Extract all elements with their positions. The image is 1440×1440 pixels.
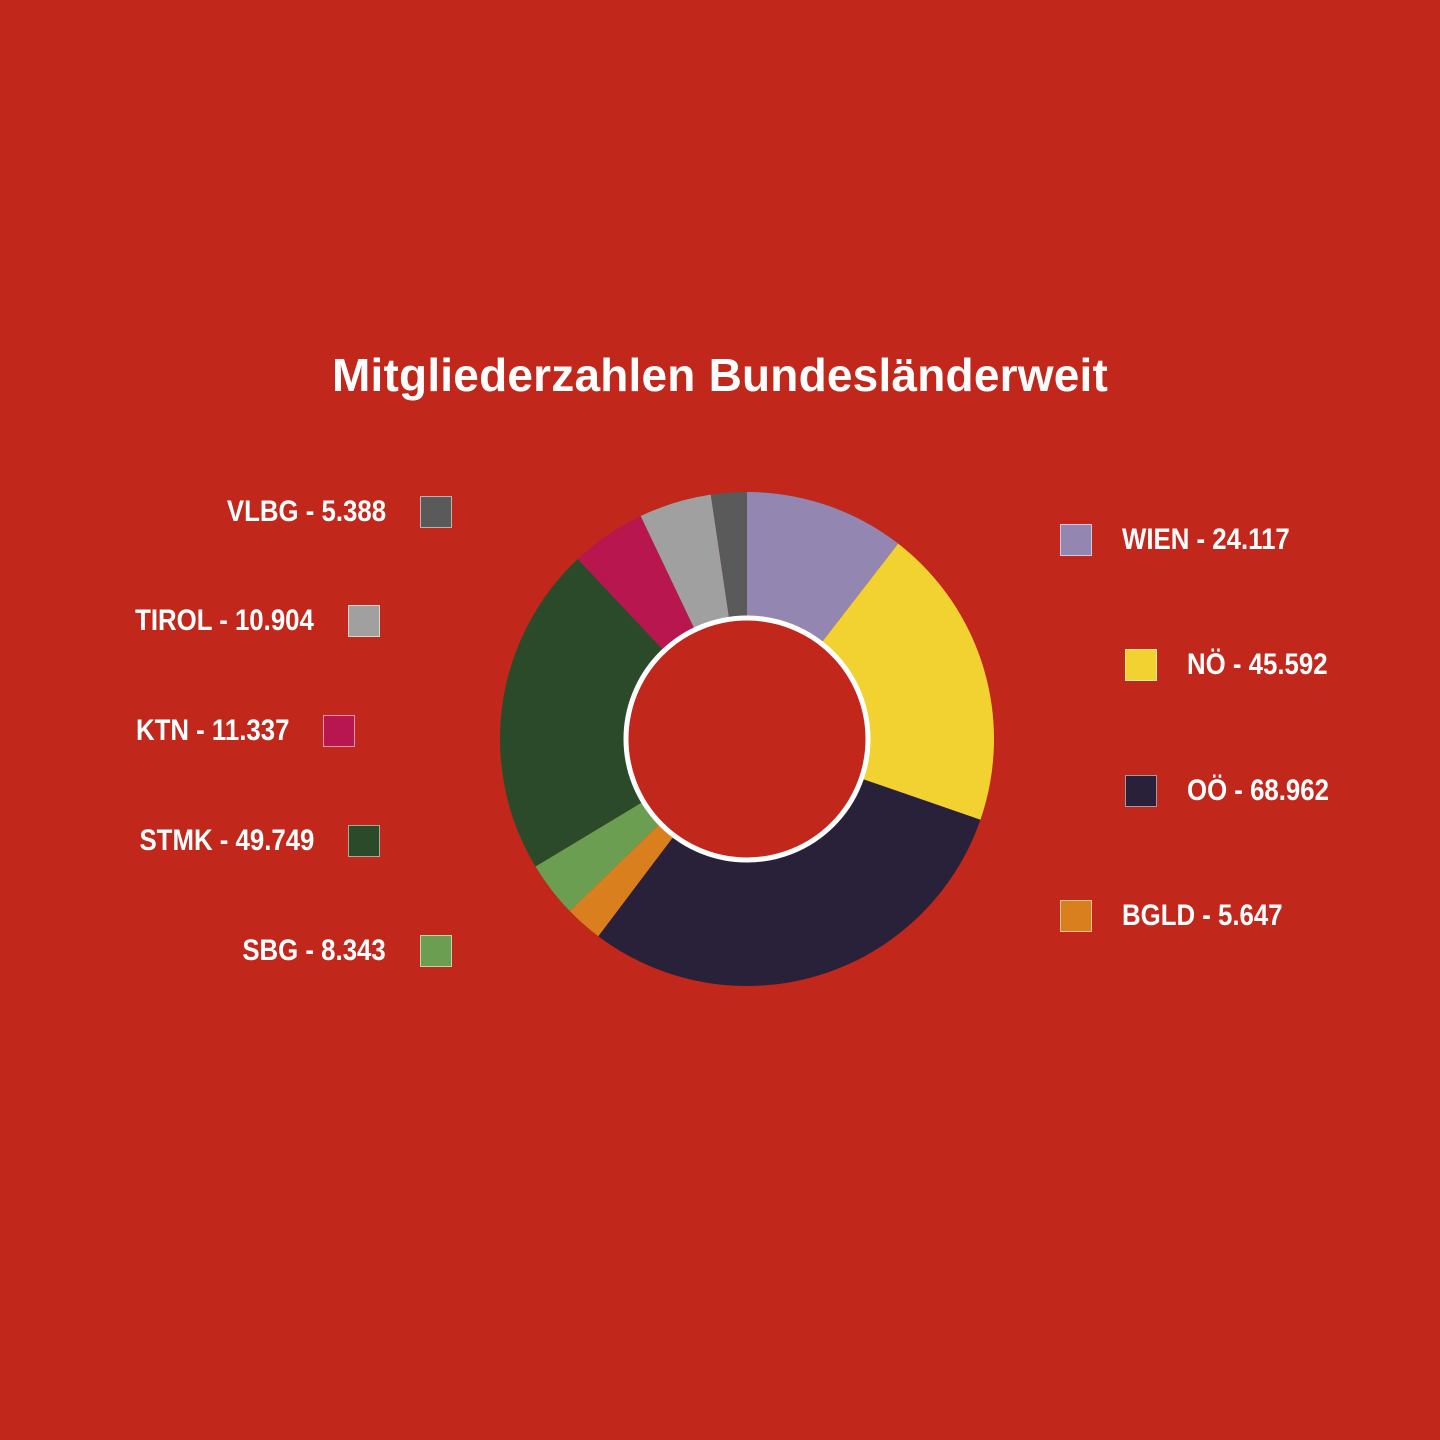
donut-slice-stmk <box>500 559 663 867</box>
donut-slice-wien <box>747 492 899 642</box>
legend-swatch-stmk <box>348 825 380 857</box>
donut-slice-noe <box>822 543 994 820</box>
legend-label-ktn: KTN - 11.337 <box>135 714 289 747</box>
legend-swatch-sbg <box>420 935 452 967</box>
legend-label-wien: WIEN - 24.117 <box>1122 523 1290 556</box>
chart-title: Mitgliederzahlen Bundesländerweit <box>332 349 1108 401</box>
legend-label-ooe: OÖ - 68.962 <box>1187 774 1329 807</box>
legend-label-sbg: SBG - 8.343 <box>242 934 386 967</box>
legend-item-bgld: BGLD - 5.647 <box>1060 899 1309 933</box>
legend-swatch-wien <box>1060 524 1092 556</box>
donut-slice-vlbg <box>710 492 747 618</box>
legend-item-ooe: OÖ - 68.962 <box>1125 774 1352 808</box>
legend-label-vlbg: VLBG - 5.388 <box>226 495 386 528</box>
legend-item-vlbg: VLBG - 5.388 <box>201 495 452 529</box>
donut-slice-ktn <box>577 516 695 650</box>
donut-slice-tirol <box>640 494 729 628</box>
donut-slice-ooe <box>598 779 981 987</box>
legend-label-noe: NÖ - 45.592 <box>1187 648 1328 681</box>
legend-label-bgld: BGLD - 5.647 <box>1122 899 1283 932</box>
legend-label-stmk: STMK - 49.749 <box>139 824 314 857</box>
legend-swatch-tirol <box>348 605 380 637</box>
donut-hole <box>623 615 871 863</box>
legend-swatch-vlbg <box>420 496 452 528</box>
legend-item-noe: NÖ - 45.592 <box>1125 648 1350 682</box>
legend-swatch-ktn <box>323 715 355 747</box>
legend-item-stmk: STMK - 49.749 <box>111 824 380 858</box>
legend-swatch-noe <box>1125 649 1157 681</box>
legend-item-sbg: SBG - 8.343 <box>219 934 452 968</box>
legend-label-tirol: TIROL - 10.904 <box>135 604 314 637</box>
legend-item-tirol: TIROL - 10.904 <box>106 604 380 638</box>
legend-swatch-ooe <box>1125 775 1157 807</box>
legend-item-ktn: KTN - 11.337 <box>111 714 355 748</box>
donut-slice-sbg <box>535 802 659 912</box>
legend-item-wien: WIEN - 24.117 <box>1060 523 1317 557</box>
donut-slice-bgld <box>569 824 673 937</box>
legend-swatch-bgld <box>1060 900 1092 932</box>
